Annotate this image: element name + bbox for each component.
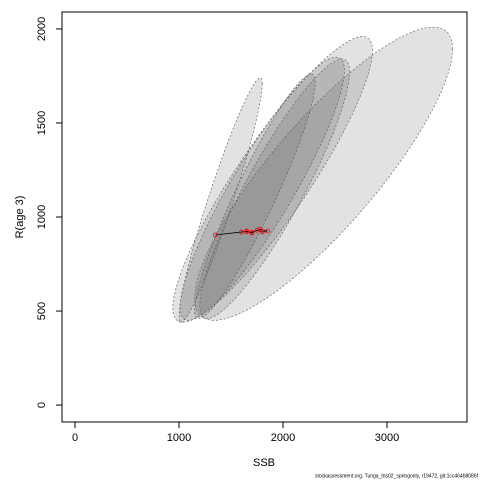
- point: [257, 226, 263, 232]
- point: [244, 229, 250, 235]
- point: [213, 232, 218, 238]
- point: [239, 229, 244, 235]
- y-tick-label: 1500: [36, 111, 48, 135]
- point: [254, 227, 260, 233]
- y-tick-label: 500: [36, 302, 48, 320]
- y-tick-label: 1000: [36, 205, 48, 229]
- point: [265, 228, 270, 234]
- x-tick-label: 2000: [271, 432, 295, 444]
- confidence-ellipse: [178, 77, 263, 323]
- x-axis-label: SSB: [253, 457, 275, 469]
- y-tick-label: 0: [36, 402, 48, 408]
- y-tick-label: 2000: [36, 17, 48, 41]
- confidence-ellipse: [199, 58, 350, 319]
- x-tick-label: 3000: [375, 432, 399, 444]
- confidence-ellipse: [172, 36, 373, 323]
- point: [249, 230, 255, 235]
- y-axis-label: R(age 3): [14, 196, 26, 239]
- footer: stockassessment.org, Tunga_tris02_spring…: [315, 473, 479, 479]
- x-tick-label: 0: [72, 432, 78, 444]
- confidence-ellipse: [179, 56, 345, 321]
- x-tick-label: 1000: [167, 432, 191, 444]
- confidence-ellipse: [194, 26, 453, 321]
- confidence-ellipse: [194, 73, 316, 319]
